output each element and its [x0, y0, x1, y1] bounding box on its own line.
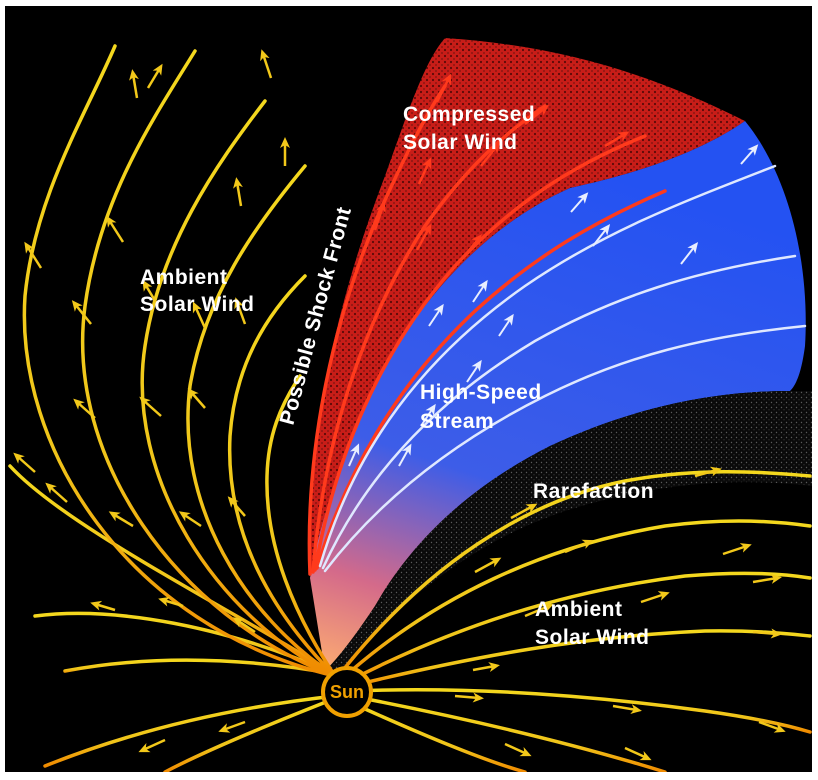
- compressed-arrows: [373, 73, 630, 259]
- label-high-speed-line2: Stream: [420, 410, 494, 433]
- field-line: [307, 84, 447, 576]
- label-high-speed-line1: High-Speed: [420, 381, 542, 404]
- label-ambient-right-line1: Ambient: [535, 598, 623, 621]
- field-line: [80, 49, 337, 678]
- ambient-arrows-right: [138, 466, 786, 761]
- sun: Sun: [321, 666, 373, 718]
- field-line: [43, 694, 337, 768]
- field-line: [321, 254, 797, 570]
- ambient-field-lines-left: [8, 44, 337, 678]
- field-line: [8, 464, 337, 676]
- field-line: [338, 470, 812, 676]
- field-line: [265, 374, 337, 678]
- field-line: [227, 274, 337, 678]
- sun-disk: [321, 666, 373, 718]
- rarefaction-region: [325, 391, 812, 676]
- stream-arrows: [348, 144, 759, 467]
- field-line: [22, 44, 337, 678]
- ambient-arrows-left: [13, 49, 290, 634]
- field-line: [341, 519, 812, 680]
- diagram-frame: Sun Compressed Solar Wind Ambient Solar …: [5, 6, 812, 772]
- sun-label: Sun: [330, 682, 364, 702]
- field-line: [140, 99, 337, 678]
- label-rarefaction: Rarefaction: [533, 480, 654, 503]
- label-ambient-left-line2: Solar Wind: [140, 293, 254, 316]
- label-compressed-line1: Compressed: [403, 103, 535, 126]
- stream-field-lines: [318, 164, 807, 573]
- field-line: [163, 698, 333, 772]
- field-line: [349, 694, 667, 772]
- compressed-solar-wind-region: [309, 38, 745, 576]
- field-line: [343, 698, 527, 772]
- field-line: [318, 164, 777, 568]
- compressed-field-lines: [307, 84, 667, 576]
- label-compressed-line2: Solar Wind: [403, 131, 517, 154]
- high-speed-stream-region: [310, 121, 806, 671]
- field-line: [63, 658, 337, 676]
- field-line: [313, 134, 647, 572]
- field-line: [323, 324, 807, 573]
- label-ambient-left-line1: Ambient: [140, 266, 228, 289]
- label-ambient-right-line2: Solar Wind: [535, 626, 649, 649]
- field-line: [315, 189, 667, 570]
- solar-wind-diagram: Sun Compressed Solar Wind Ambient Solar …: [8, 38, 812, 772]
